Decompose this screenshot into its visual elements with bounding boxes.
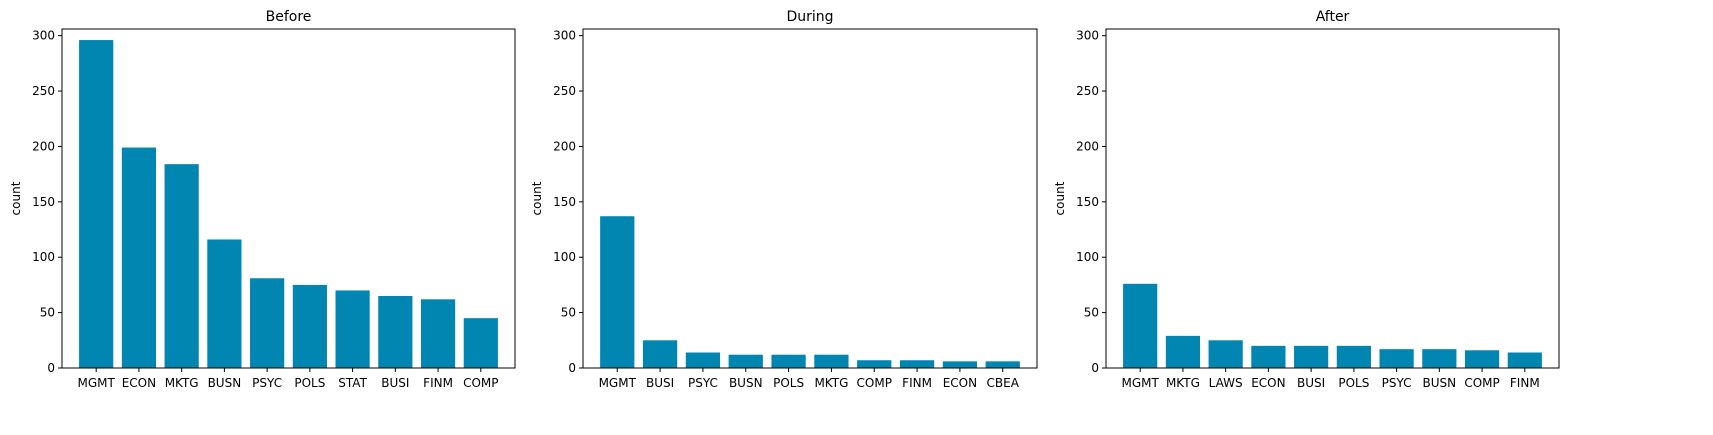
bar-busn	[207, 239, 242, 368]
y-tick-label: 200	[1076, 139, 1099, 153]
chart-panel-after: MGMT MKTG LAWS ECON BUSI POLS PSYC BUSN COMP FINM…	[1053, 9, 1560, 390]
x-tick-label: BUSN	[208, 376, 242, 390]
chart-panel-during: MGMT BUSI PSYC BUSN POLS MKTG COMP FINM ECON CBEA…	[530, 9, 1038, 390]
x-tick-label: MGMT	[599, 376, 637, 390]
x-tick-label: LAWS	[1209, 376, 1243, 390]
x-tick-label: MKTG	[165, 376, 199, 390]
y-tick-label: 100	[553, 250, 576, 264]
bar-mktg	[814, 354, 849, 368]
bar-finm	[899, 360, 935, 368]
bar-econ	[942, 361, 978, 368]
x-tick-label: MGMT	[1122, 376, 1160, 390]
y-tick-label: 50	[40, 306, 55, 320]
x-tick-label: MKTG	[1166, 376, 1200, 390]
bar-pols	[292, 284, 327, 368]
x-tick-label: PSYC	[1382, 376, 1412, 390]
y-tick-label: 0	[47, 361, 55, 375]
bar-econ	[121, 147, 157, 368]
bar-cbea	[985, 361, 1020, 368]
y-tick-label: 200	[553, 139, 576, 153]
y-tick-label: 0	[568, 361, 576, 375]
y-axis-label: count	[9, 181, 23, 215]
bar-mktg	[1165, 335, 1201, 368]
bar-pols	[771, 354, 806, 368]
x-tick-label: PSYC	[688, 376, 718, 390]
x-tick-label: ECON	[1251, 376, 1285, 390]
y-tick-label: 50	[561, 306, 576, 320]
bar-busn	[1422, 349, 1457, 368]
x-tick-label: CBEA	[987, 376, 1020, 390]
y-tick-label: 100	[32, 250, 55, 264]
y-tick-label: 150	[1076, 195, 1099, 209]
y-tick-label: 0	[1091, 361, 1099, 375]
x-tick-label: COMP	[1464, 376, 1499, 390]
bar-pols	[1336, 345, 1371, 368]
panel-title: During	[786, 9, 833, 25]
bar-busi	[378, 295, 413, 368]
x-tick-label: BUSI	[1297, 376, 1325, 390]
chart-panel-before: MGMT ECON MKTG BUSN PSYC POLS STAT BUSI FINM COMP…	[9, 9, 516, 390]
bar-psyc	[1379, 349, 1414, 368]
bar-comp	[1464, 350, 1500, 368]
x-tick-label: BUSI	[381, 376, 409, 390]
x-tick-label: POLS	[773, 376, 804, 390]
y-tick-label: 250	[1076, 84, 1099, 98]
y-axis-label: count	[1053, 181, 1067, 215]
y-tick-label: 150	[553, 195, 576, 209]
x-tick-label: BUSN	[1423, 376, 1457, 390]
y-tick-label: 300	[1076, 29, 1099, 43]
bar-finm	[1507, 352, 1542, 368]
axes-frame	[1105, 28, 1560, 369]
x-tick-label: ECON	[122, 376, 156, 390]
bar-mktg	[164, 164, 199, 368]
y-tick-label: 100	[1076, 250, 1099, 264]
axes-frame	[582, 28, 1038, 369]
axes-frame	[61, 28, 516, 369]
y-tick-label: 200	[32, 139, 55, 153]
bar-mgmt	[79, 40, 114, 368]
x-tick-label: STAT	[338, 376, 367, 390]
bar-psyc	[685, 352, 721, 368]
x-tick-label: FINM	[1510, 376, 1540, 390]
bar-laws	[1208, 340, 1243, 368]
bar-busi	[1294, 345, 1329, 368]
panel-title: Before	[266, 9, 312, 25]
bar-comp	[857, 360, 892, 368]
bar-finm	[420, 299, 456, 368]
bar-stat	[335, 290, 370, 368]
bar-comp	[463, 318, 498, 368]
y-tick-label: 250	[553, 84, 576, 98]
x-tick-label: BUSN	[729, 376, 763, 390]
bar-busn	[728, 354, 763, 368]
y-tick-label: 300	[553, 29, 576, 43]
x-tick-label: FINM	[423, 376, 453, 390]
x-tick-label: POLS	[1338, 376, 1369, 390]
y-tick-label: 150	[32, 195, 55, 209]
x-tick-label: POLS	[294, 376, 325, 390]
bar-mgmt	[600, 216, 635, 368]
y-tick-label: 250	[32, 84, 55, 98]
x-tick-label: ECON	[943, 376, 977, 390]
x-tick-label: MKTG	[814, 376, 848, 390]
y-axis-label: count	[530, 181, 544, 215]
x-tick-label: FINM	[902, 376, 932, 390]
panel-title: After	[1316, 9, 1350, 25]
x-tick-label: BUSI	[646, 376, 674, 390]
x-tick-label: COMP	[463, 376, 498, 390]
x-tick-label: COMP	[857, 376, 892, 390]
bar-econ	[1251, 345, 1286, 368]
bar-mgmt	[1123, 283, 1158, 368]
x-tick-label: MGMT	[78, 376, 116, 390]
x-tick-label: PSYC	[252, 376, 282, 390]
bar-psyc	[250, 278, 285, 368]
bar-busi	[642, 340, 678, 368]
y-tick-label: 300	[32, 29, 55, 43]
y-tick-label: 50	[1084, 306, 1099, 320]
